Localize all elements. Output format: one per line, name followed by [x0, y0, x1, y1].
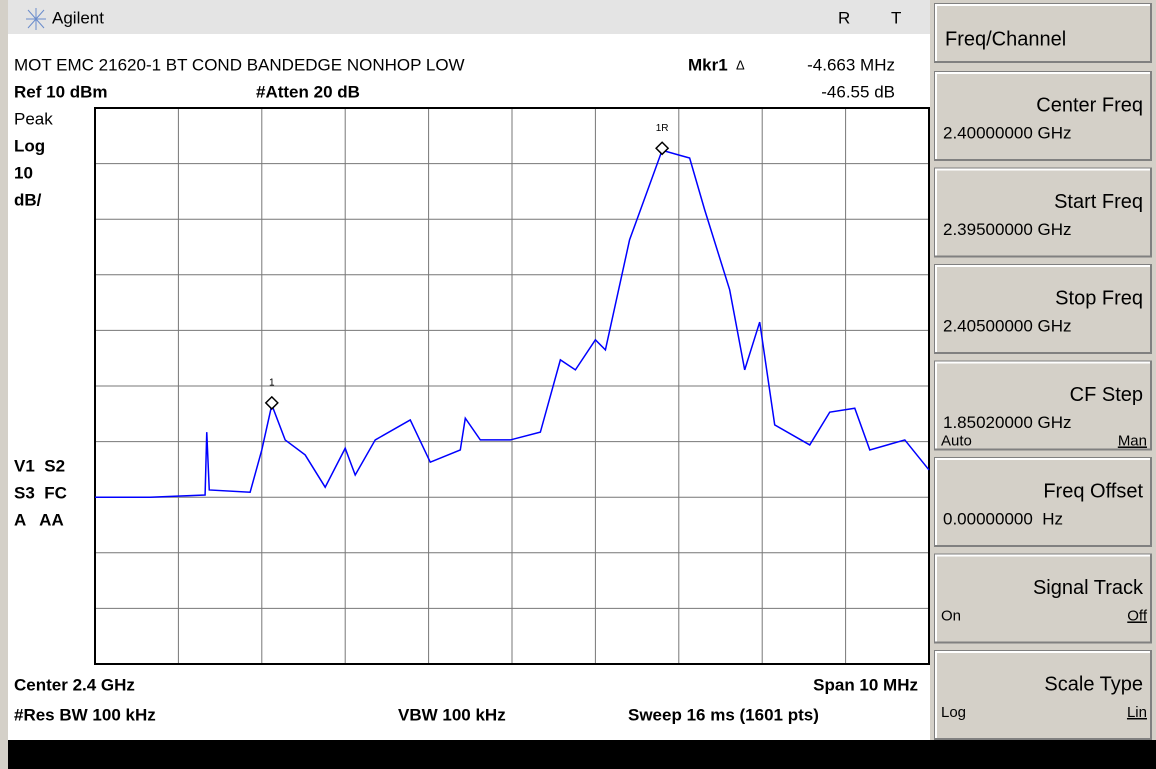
softkey-bevel	[935, 361, 1150, 449]
softkey-option: Lin	[1127, 704, 1147, 721]
marker-name: Mkr1	[688, 55, 728, 74]
softkey-bg	[934, 650, 1152, 740]
rbw: #Res BW 100 kHz	[14, 705, 156, 724]
softkey-bg	[934, 360, 1152, 451]
scale-label: dB/	[14, 190, 42, 209]
trace-status: V1 S2	[14, 456, 65, 475]
softkey-option: Log	[941, 704, 966, 721]
softkey-value: 1.85020000 GHz	[943, 413, 1072, 432]
softkey-value: 2.40500000 GHz	[943, 316, 1072, 335]
scale-label: Peak	[14, 109, 53, 128]
atten: #Atten 20 dB	[256, 82, 360, 101]
softkey-option: Man	[1118, 432, 1147, 449]
marker-label: 1R	[656, 123, 669, 134]
title: MOT EMC 21620-1 BT COND BANDEDGE NONHOP …	[14, 55, 465, 74]
softkey-bevel	[935, 651, 1150, 738]
screen-bg	[8, 0, 930, 740]
brand: Agilent	[52, 8, 104, 27]
center-freq: Center 2.4 GHz	[14, 675, 135, 694]
softkey-option: Off	[1127, 607, 1148, 624]
span: Span 10 MHz	[813, 675, 918, 694]
softkey-label: Stop Freq	[1055, 287, 1143, 309]
marker	[655, 141, 670, 156]
softkey-label: CF Step	[1070, 384, 1143, 406]
vbw: VBW 100 kHz	[398, 705, 506, 724]
softkey-label: Scale Type	[1044, 673, 1143, 695]
menu-title: Freq/Channel	[945, 28, 1066, 50]
softkey-bevel	[935, 168, 1150, 256]
softkey-label: Start Freq	[1054, 191, 1143, 213]
softkey-bg	[934, 3, 1152, 63]
softkey-option: On	[941, 607, 961, 624]
softkey-option: Auto	[941, 432, 972, 449]
status-bar	[8, 740, 1156, 769]
softkey-value: 2.40000000 GHz	[943, 123, 1072, 142]
softkey-value: 0.00000000 Hz	[943, 509, 1063, 528]
trace-status: A AA	[14, 510, 64, 529]
brand-logo	[26, 8, 46, 30]
scale-label: 10	[14, 163, 33, 182]
marker-label: 1	[269, 378, 275, 389]
softkey-bevel	[935, 4, 1150, 61]
softkey-bg	[934, 264, 1152, 354]
softkey-label: Center Freq	[1036, 94, 1143, 116]
softkey-bg	[934, 553, 1152, 644]
header-bar	[8, 0, 930, 34]
marker-freq: -4.663 MHz	[807, 55, 895, 74]
marker-level: -46.55 dB	[821, 82, 895, 101]
softkey-bg	[934, 167, 1152, 258]
plot-frame	[94, 107, 930, 665]
softkey-bevel	[935, 458, 1150, 545]
trace-status: S3 FC	[14, 483, 67, 502]
softkey-label: Freq Offset	[1043, 480, 1143, 502]
trace	[95, 149, 930, 498]
marker	[264, 395, 279, 410]
softkey-bg	[934, 71, 1152, 161]
marker-delta: Δ	[736, 57, 745, 72]
softkey-bevel	[935, 265, 1150, 352]
sweep: Sweep 16 ms (1601 pts)	[628, 705, 819, 724]
softkey-value: 2.39500000 GHz	[943, 220, 1072, 239]
softkey-bevel	[935, 72, 1150, 159]
scale-label: Log	[14, 136, 45, 155]
flag-t: T	[891, 8, 901, 27]
ref-level: Ref 10 dBm	[14, 82, 108, 101]
flag-r: R	[838, 8, 850, 27]
softkey-label: Signal Track	[1033, 577, 1144, 599]
softkey-bevel	[935, 554, 1150, 642]
